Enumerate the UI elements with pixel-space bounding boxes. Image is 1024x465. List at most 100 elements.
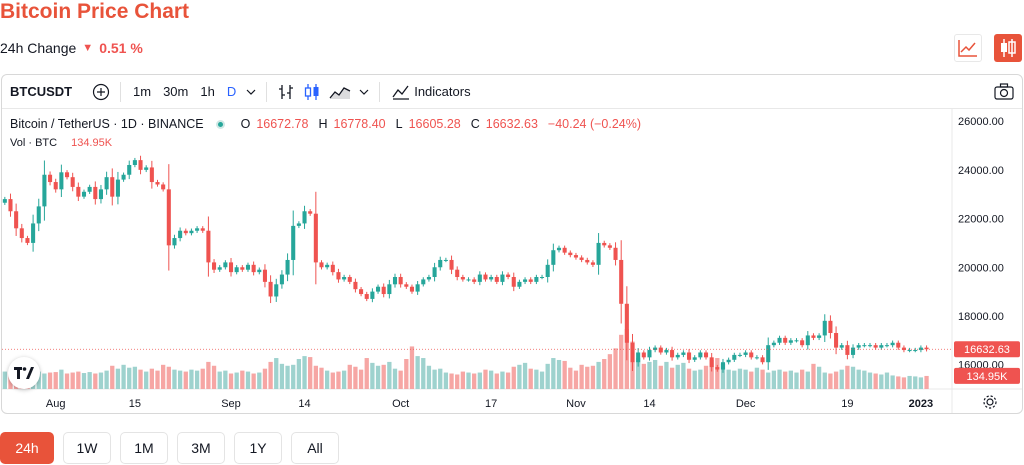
volume-bar: [619, 334, 624, 389]
volume-bar: [245, 371, 251, 389]
candle-body: [703, 352, 709, 358]
candle-body: [59, 172, 64, 190]
range-24h-button[interactable]: 24h: [0, 432, 54, 464]
candle-body: [896, 342, 901, 348]
candle-body: [98, 189, 103, 200]
volume-bar: [760, 369, 765, 389]
volume-bar: [443, 372, 449, 389]
volume-bar: [488, 370, 494, 389]
candle-body: [149, 167, 154, 183]
volume-bar: [375, 365, 381, 389]
candle-body: [409, 286, 415, 292]
interval-1m[interactable]: 1m: [133, 84, 152, 99]
close-value: 16632.63: [485, 117, 538, 131]
candle-body: [48, 174, 53, 183]
price-chart[interactable]: 16000.0018000.0020000.0022000.0024000.00…: [2, 75, 1023, 414]
candle-body: [223, 262, 228, 268]
last-volume-label: 134.95K: [967, 371, 1009, 383]
indicators-button[interactable]: Indicators: [386, 84, 476, 100]
market-status-dot: [215, 119, 225, 129]
volume-bar: [828, 373, 833, 389]
candle-body: [901, 347, 906, 351]
candle-body: [556, 247, 562, 251]
range-1m-button[interactable]: 1M: [120, 432, 168, 464]
candle-body: [862, 345, 867, 347]
volume-bar: [692, 370, 697, 389]
candle-body: [506, 274, 511, 277]
candle-body: [687, 352, 692, 360]
volume-bar: [262, 368, 268, 389]
candle-body: [913, 350, 918, 352]
volume-bar: [664, 361, 669, 389]
x-tick-label: 14: [643, 398, 655, 410]
candle-style-icon[interactable]: [299, 83, 325, 101]
candle-body: [398, 277, 403, 285]
candle-body: [681, 352, 686, 355]
volume-bar: [754, 367, 760, 389]
candle-body: [313, 213, 318, 263]
volume-bar: [455, 374, 460, 389]
candlestick-view-button[interactable]: [994, 34, 1022, 62]
gear-icon[interactable]: [982, 394, 998, 413]
bar-style-icon[interactable]: [273, 83, 299, 101]
volume-bar: [579, 364, 584, 389]
volume-bar: [568, 367, 573, 389]
candle-body: [867, 345, 873, 347]
candle-body: [268, 281, 273, 297]
candle-body: [115, 179, 120, 197]
candle-body: [172, 238, 177, 246]
open-value: 16672.78: [256, 117, 309, 131]
interval-d[interactable]: D: [226, 84, 237, 99]
x-tick-label: 17: [485, 398, 497, 410]
range-1y-button[interactable]: 1Y: [234, 432, 282, 464]
camera-icon[interactable]: [994, 83, 1014, 103]
range-1w-button[interactable]: 1W: [63, 432, 111, 464]
volume-bar: [585, 366, 590, 389]
candle-body: [698, 352, 703, 358]
candle-body: [19, 228, 24, 239]
line-view-button[interactable]: [954, 34, 982, 62]
chart-toolbar: BTCUSDT 1m 30m 1h D Indicators: [2, 75, 1022, 109]
volume-bar: [189, 369, 194, 389]
volume-bar: [53, 372, 58, 389]
candle-body: [189, 230, 194, 234]
area-style-icon[interactable]: [325, 84, 355, 100]
last-volume-badge: [954, 367, 1020, 384]
candle-body: [466, 279, 471, 281]
volume-bar: [200, 368, 205, 389]
candle-body: [884, 345, 890, 347]
range-3m-button[interactable]: 3M: [177, 432, 225, 464]
chevron-down-icon[interactable]: [355, 88, 373, 96]
candle-body: [494, 277, 499, 282]
candle-body: [381, 286, 386, 295]
candle-body: [8, 199, 13, 212]
candle-body: [675, 354, 680, 358]
add-symbol-icon[interactable]: [88, 83, 114, 101]
symbol-name[interactable]: BTCUSDT: [10, 84, 73, 99]
candle-body: [206, 230, 211, 263]
volume-bar: [681, 362, 686, 389]
range-all-button[interactable]: All: [291, 432, 339, 464]
chevron-down-icon[interactable]: [242, 88, 260, 96]
candle-body: [319, 262, 324, 268]
candle-body: [579, 257, 584, 260]
volume-bar: [285, 365, 290, 389]
volume-bar: [703, 365, 709, 389]
volume-bar: [562, 360, 567, 389]
volume-bar: [545, 363, 550, 389]
tradingview-logo[interactable]: [8, 357, 40, 389]
volume-bar: [743, 369, 748, 389]
candle-body: [732, 354, 737, 360]
volume-bar: [257, 372, 262, 389]
volume-bar: [839, 369, 844, 389]
candle-body: [709, 357, 714, 368]
candle-body: [426, 277, 431, 280]
interval-30m[interactable]: 30m: [163, 84, 189, 99]
interval-1h[interactable]: 1h: [200, 84, 215, 99]
candle-body: [438, 259, 443, 268]
y-tick-label: 26000.00: [958, 116, 1004, 128]
candle-body: [562, 247, 567, 253]
volume-bar: [466, 372, 471, 389]
candle-body: [359, 289, 364, 295]
volume-bar: [93, 373, 98, 389]
